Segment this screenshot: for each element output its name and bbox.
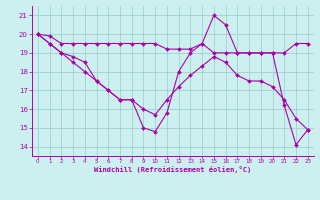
- X-axis label: Windchill (Refroidissement éolien,°C): Windchill (Refroidissement éolien,°C): [94, 166, 252, 173]
